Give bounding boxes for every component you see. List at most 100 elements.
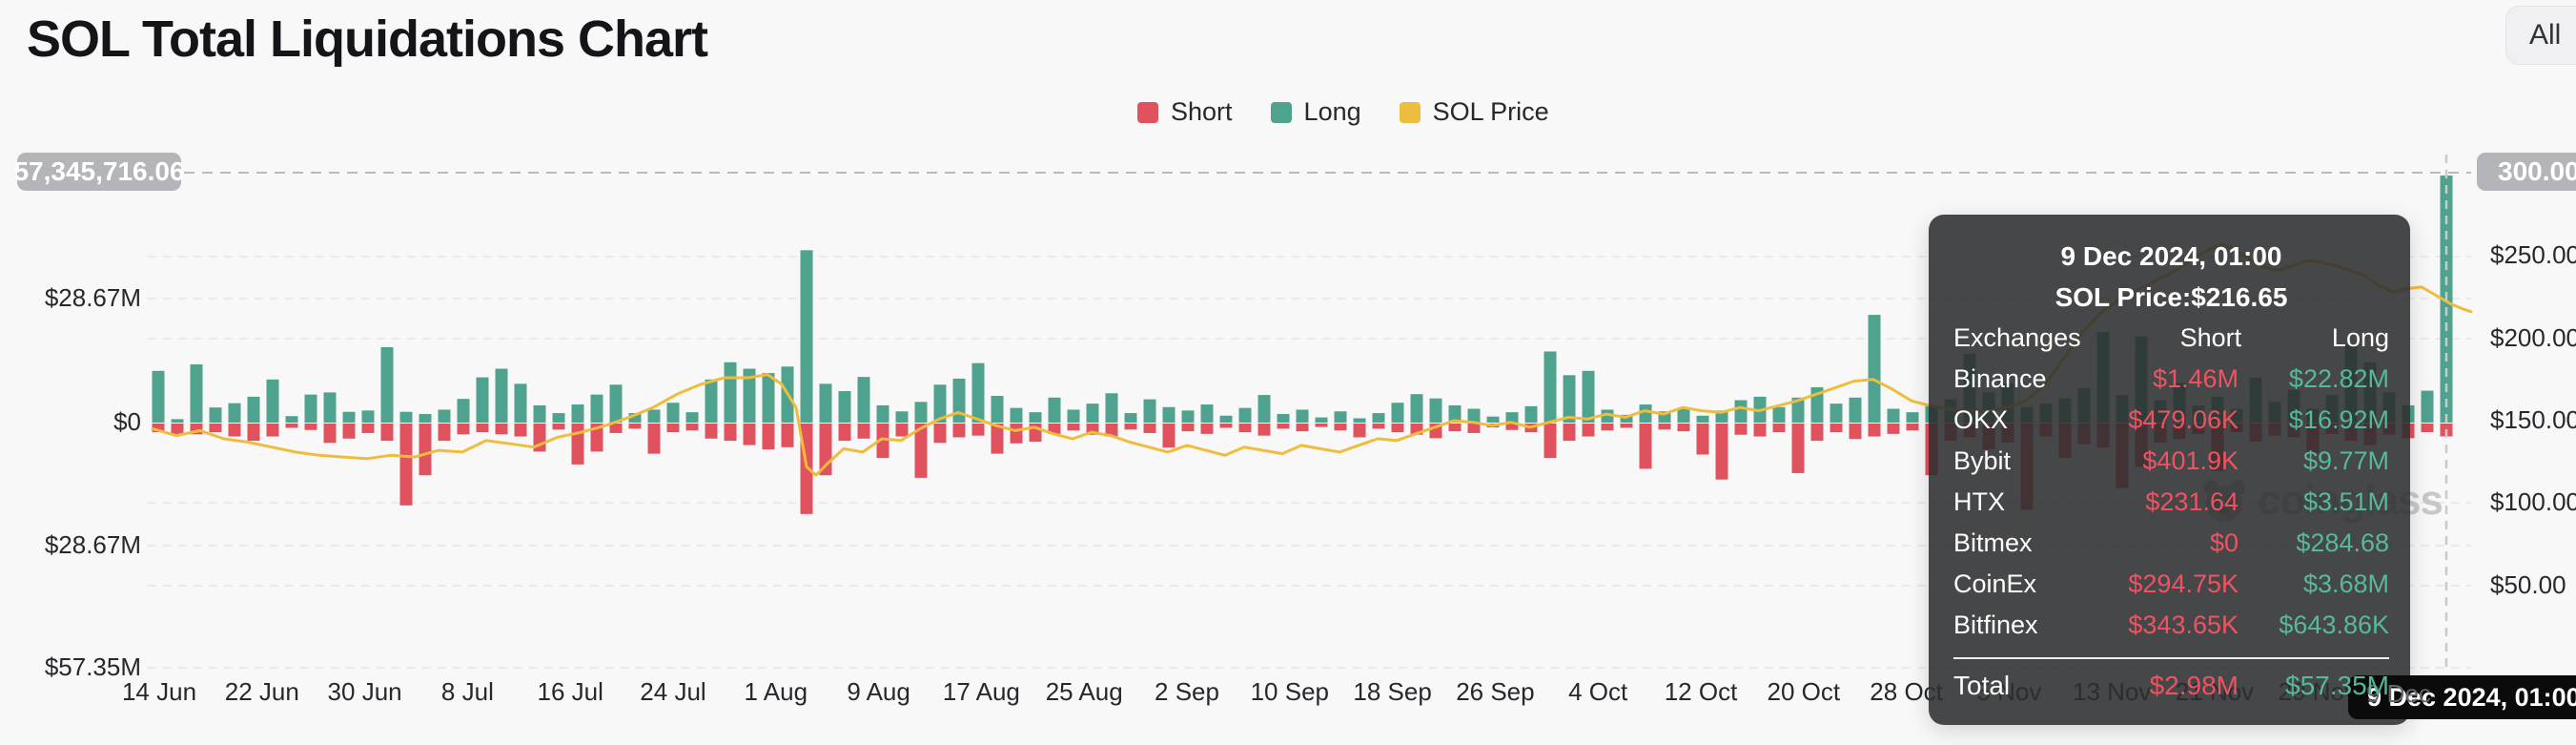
tooltip-col-long: Long xyxy=(2331,323,2389,352)
short-bar xyxy=(895,424,909,437)
short-bar xyxy=(1410,424,1423,435)
short-bar xyxy=(323,424,337,444)
short-bar xyxy=(1086,424,1099,435)
legend-item-long[interactable]: Long xyxy=(1270,97,1361,127)
long-bar xyxy=(228,403,241,423)
tooltip-long-value: $16.92M xyxy=(2288,405,2389,434)
tooltip-col-short: Short xyxy=(2179,323,2242,352)
short-bar xyxy=(514,424,527,437)
long-bar xyxy=(991,395,1004,423)
crosshair-value-label-left: 57,345,716.06 xyxy=(13,153,185,191)
long-bar xyxy=(762,373,775,423)
short-bar xyxy=(1677,424,1690,432)
short-bar xyxy=(1162,424,1176,448)
long-bar xyxy=(285,416,298,423)
short-bar xyxy=(666,424,680,433)
short-bar xyxy=(228,424,241,437)
y-axis-tick-right: $250.00 xyxy=(2490,240,2576,269)
time-range-button[interactable]: All xyxy=(2505,6,2576,65)
long-bar xyxy=(1277,413,1290,423)
short-bar xyxy=(1105,424,1118,437)
x-axis-tick: 1 Aug xyxy=(744,677,808,706)
short-bar xyxy=(1544,424,1557,459)
long-bar xyxy=(1639,404,1652,423)
long-bar xyxy=(1105,393,1118,423)
short-bar xyxy=(1334,424,1347,431)
x-axis-tick: 8 Jul xyxy=(440,677,494,706)
x-axis-tick: 9 Aug xyxy=(847,677,910,706)
legend-label-sol-price: SOL Price xyxy=(1432,97,1549,126)
tooltip-background xyxy=(1929,215,2410,725)
short-bar xyxy=(1315,424,1328,427)
short-bar xyxy=(705,424,718,439)
long-bar xyxy=(1162,406,1176,423)
x-axis-tick: 22 Jun xyxy=(224,677,299,706)
long-bar xyxy=(1353,418,1366,423)
tooltip-exchange-name: Bybit xyxy=(1953,446,2012,475)
long-bar xyxy=(743,368,756,423)
short-bar xyxy=(190,424,203,435)
long-bar xyxy=(1429,398,1442,423)
tooltip-total-long: $57.35M xyxy=(2285,671,2389,700)
long-bar xyxy=(247,396,260,423)
long-bar xyxy=(895,411,909,423)
tooltip-exchange-name: OKX xyxy=(1953,405,2009,434)
long-bar xyxy=(1238,407,1252,423)
long-bar xyxy=(971,362,985,423)
long-bar xyxy=(1849,397,1862,423)
tooltip-short-value: $0 xyxy=(2209,528,2239,557)
tooltip-divider xyxy=(1953,657,2389,659)
tooltip-long-value: $284.68 xyxy=(2296,528,2389,557)
short-bar xyxy=(1734,424,1748,435)
short-bar xyxy=(342,424,356,439)
short-bar xyxy=(1849,424,1862,440)
x-axis-tick: 17 Aug xyxy=(942,677,1020,706)
tooltip-date: 9 Dec 2024, 01:00 xyxy=(2060,241,2282,271)
short-bar xyxy=(1277,424,1290,429)
tooltip-short-value: $343.65K xyxy=(2128,610,2239,639)
tooltip-long-value: $22.82M xyxy=(2288,364,2389,393)
long-bar xyxy=(419,413,432,423)
long-bar xyxy=(838,391,851,423)
short-bar xyxy=(857,424,870,439)
long-bar xyxy=(1257,395,1271,423)
long-bar xyxy=(724,362,737,423)
short-bar xyxy=(1906,424,1919,431)
short-bar xyxy=(1124,424,1137,430)
long-bar xyxy=(1086,404,1099,423)
short-bar xyxy=(1257,424,1271,436)
legend-item-short[interactable]: Short xyxy=(1137,97,1233,127)
long-bar xyxy=(533,404,546,423)
long-bar xyxy=(609,384,623,423)
x-axis-tick: 24 Jul xyxy=(640,677,706,706)
legend-item-sol-price[interactable]: SOL Price xyxy=(1399,97,1549,127)
tooltip-exchange-row: CoinEx $294.75K $3.68M xyxy=(1953,564,2389,605)
short-bar xyxy=(1048,424,1061,434)
short-bar xyxy=(1353,424,1366,438)
short-bar xyxy=(1810,424,1824,442)
tooltip-short-value: $1.46M xyxy=(2152,364,2239,393)
long-bar xyxy=(1410,394,1423,423)
tooltip-exchange-row: Bybit $401.9K $9.77M xyxy=(1953,441,2389,482)
tooltip-short-value: $479.06K xyxy=(2128,405,2239,434)
time-range-label: All xyxy=(2529,19,2562,51)
long-bar xyxy=(152,370,165,423)
tooltip-exchange-row: Bitfinex $343.65K $643.86K xyxy=(1953,605,2389,646)
long-bar xyxy=(800,250,813,423)
y-axis-tick-left: $28.67M xyxy=(44,283,141,312)
long-bar xyxy=(2421,390,2434,423)
long-bar xyxy=(857,377,870,423)
long-bar xyxy=(1505,412,1519,423)
long-bar xyxy=(876,404,889,423)
y-axis-tick-right: $150.00 xyxy=(2490,405,2576,434)
long-bar xyxy=(1696,415,1709,423)
long-bar xyxy=(1791,397,1805,423)
x-axis-tick: 30 Jun xyxy=(327,677,402,706)
long-bar xyxy=(1658,411,1671,423)
tooltip-exchange-name: Bitfinex xyxy=(1953,610,2038,639)
short-bar xyxy=(1200,424,1214,434)
long-bar xyxy=(666,403,680,423)
long-bar xyxy=(1467,408,1481,423)
sol-price-swatch-icon xyxy=(1399,101,1421,123)
short-bar xyxy=(152,424,165,433)
